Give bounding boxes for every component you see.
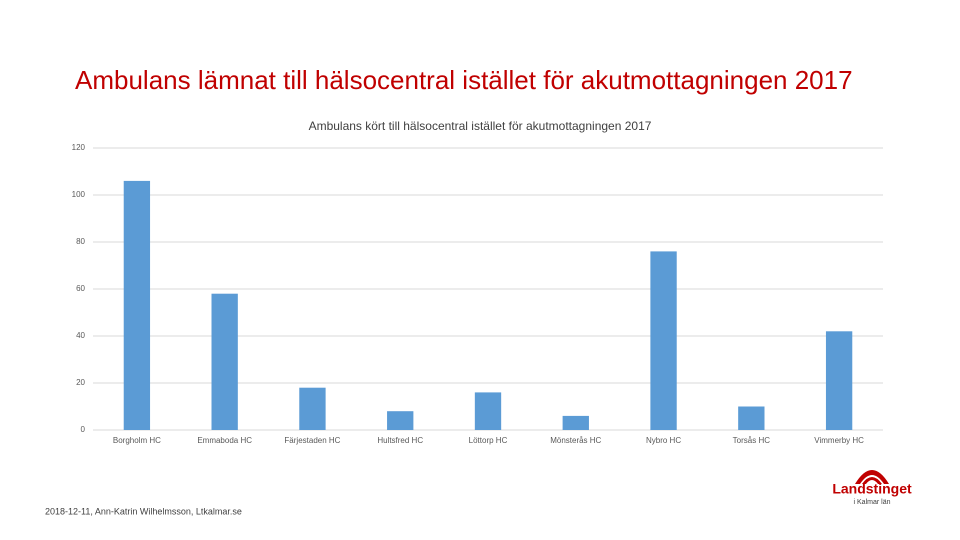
y-tick-label: 20 bbox=[76, 378, 85, 387]
logo-arc bbox=[862, 477, 882, 484]
slide-title: Ambulans lämnat till hälsocentral iställ… bbox=[75, 65, 853, 95]
x-tick-label: Torsås HC bbox=[733, 436, 771, 445]
y-tick-label: 120 bbox=[72, 143, 86, 152]
x-tick-label: Löttorp HC bbox=[469, 436, 508, 445]
x-tick-label: Emmaboda HC bbox=[197, 436, 252, 445]
x-tick-label: Vimmerby HC bbox=[814, 436, 864, 445]
bar bbox=[299, 387, 326, 430]
logo-name: Landstinget bbox=[832, 481, 912, 497]
x-tick-label: Mönsterås HC bbox=[550, 436, 601, 445]
logo-arc bbox=[855, 470, 889, 484]
bar bbox=[474, 392, 502, 430]
x-tick-label: Färjestaden HC bbox=[284, 436, 340, 445]
y-tick-label: 0 bbox=[81, 425, 86, 434]
bar bbox=[211, 293, 238, 430]
chart-title: Ambulans kört till hälsocentral istället… bbox=[309, 119, 652, 133]
bar bbox=[825, 331, 853, 430]
footer: 2018-12-11, Ann-Katrin Wilhelmsson, Ltka… bbox=[45, 506, 242, 516]
x-tick-label: Hultsfred HC bbox=[377, 436, 423, 445]
y-tick-label: 80 bbox=[76, 237, 85, 246]
logo: Landstinget i Kalmar län bbox=[832, 470, 912, 506]
bar bbox=[387, 411, 414, 430]
bar bbox=[738, 406, 765, 430]
y-tick-label: 100 bbox=[72, 190, 86, 199]
x-tick-label: Borgholm HC bbox=[113, 436, 161, 445]
bar bbox=[123, 180, 151, 430]
bar bbox=[562, 415, 589, 430]
logo-subtitle: i Kalmar län bbox=[854, 499, 891, 506]
y-tick-label: 60 bbox=[76, 284, 85, 293]
bar bbox=[650, 251, 677, 430]
x-tick-label: Nybro HC bbox=[646, 436, 681, 445]
y-tick-label: 40 bbox=[76, 331, 85, 340]
